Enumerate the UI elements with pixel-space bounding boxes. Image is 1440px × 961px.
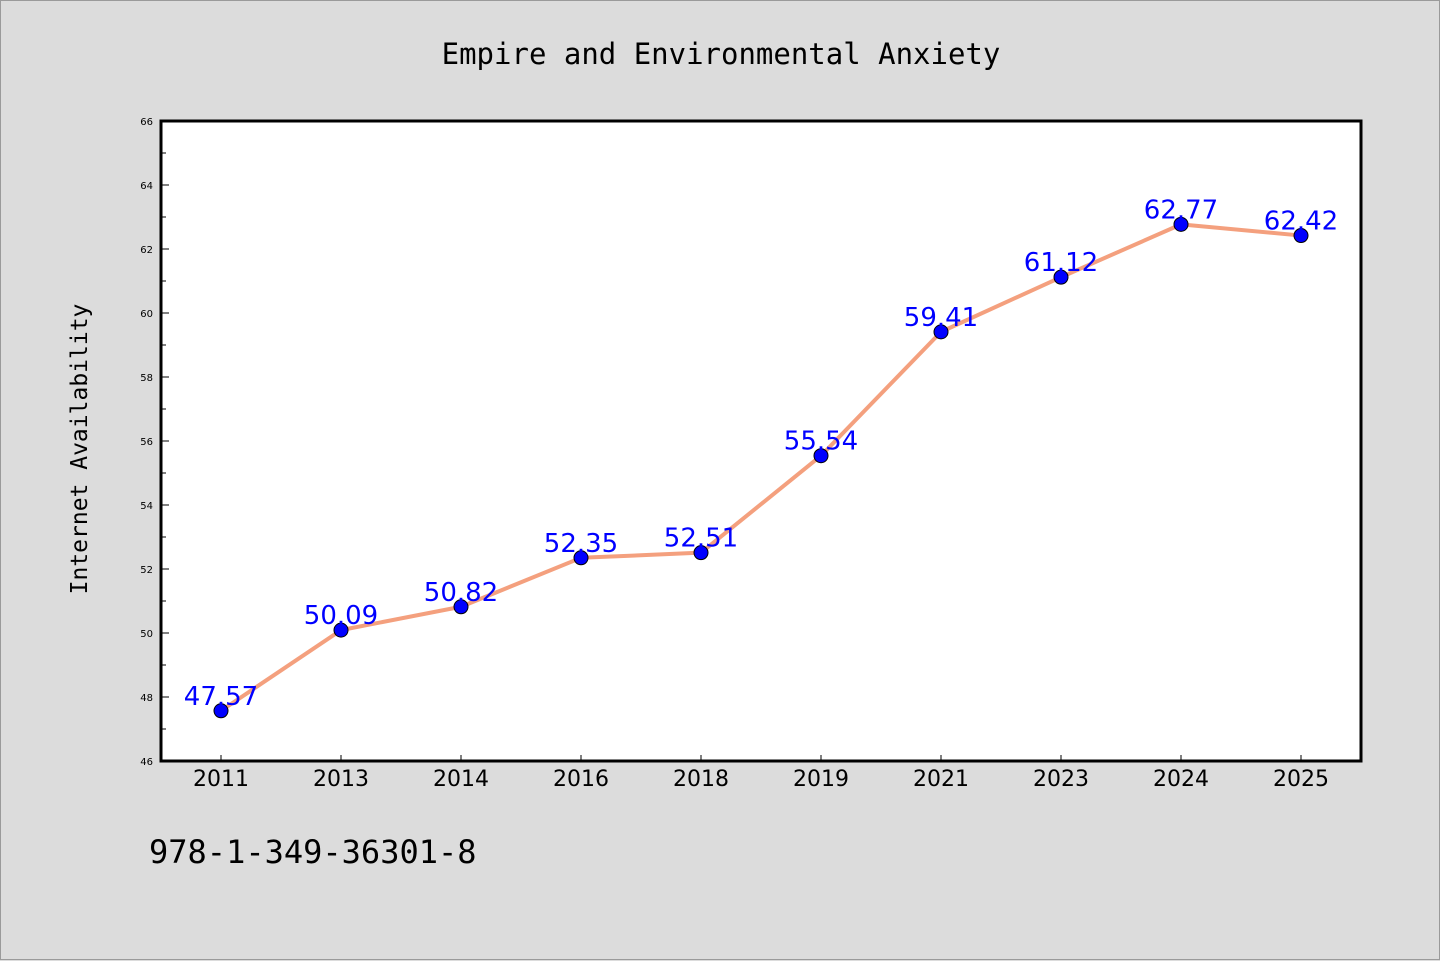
data-label: 47.57 — [184, 682, 258, 712]
y-axis-label: Internet Availability — [67, 304, 93, 595]
data-label: 50.09 — [304, 601, 378, 631]
y-tick-label: 56 — [140, 437, 153, 448]
y-axis: 46 48 50 52 54 56 58 60 62 64 66 — [140, 117, 169, 768]
data-point-marker — [813, 448, 829, 464]
data-point-marker — [1293, 228, 1309, 244]
data-label-layer: 47.57 50.09 50.82 52.35 52.51 55.54 59.41 61.12… — [184, 195, 1338, 711]
y-tick-label: 66 — [140, 117, 153, 128]
data-point-marker — [453, 599, 469, 615]
x-tick-label: 2011 — [193, 767, 249, 792]
data-point-marker — [693, 545, 709, 561]
chart-title: Empire and Environmental Anxiety — [442, 37, 1001, 71]
series-line — [219, 222, 1303, 713]
data-label: 55.54 — [784, 427, 858, 457]
y-tick-label: 48 — [140, 693, 153, 704]
data-point-marker — [213, 703, 229, 719]
data-label: 52.51 — [664, 524, 738, 554]
y-tick-label: 58 — [140, 373, 153, 384]
x-tick-label: 2021 — [913, 767, 969, 792]
x-tick-label: 2013 — [313, 767, 369, 792]
data-label: 52.35 — [544, 529, 618, 559]
x-axis: 2011 2013 2014 2016 2018 2019 2021 2023 2024 2025 — [193, 755, 1329, 792]
x-tick-label: 2024 — [1153, 767, 1209, 792]
data-label: 62.77 — [1144, 195, 1218, 225]
y-tick-label: 52 — [140, 565, 153, 576]
y-tick-label: 60 — [140, 309, 153, 320]
footer-code: 978-1-349-36301-8 — [149, 833, 477, 871]
y-tick-label: 62 — [140, 245, 153, 256]
y-tick-label: 64 — [140, 181, 153, 192]
data-label: 62.42 — [1264, 207, 1338, 237]
x-tick-label: 2023 — [1033, 767, 1089, 792]
x-tick-label: 2018 — [673, 767, 729, 792]
data-label: 59.41 — [904, 303, 978, 333]
plot-area — [159, 119, 1363, 763]
data-point-marker — [1173, 216, 1189, 232]
data-point-marker — [333, 622, 349, 638]
series-line-layer — [213, 216, 1309, 719]
data-label: 50.82 — [424, 578, 498, 608]
y-tick-label: 46 — [140, 757, 153, 768]
data-point-marker — [933, 324, 949, 340]
data-label: 61.12 — [1024, 248, 1098, 278]
x-tick-label: 2025 — [1273, 767, 1329, 792]
x-tick-label: 2014 — [433, 767, 489, 792]
y-tick-label: 54 — [140, 501, 153, 512]
data-point-marker — [1053, 269, 1069, 285]
data-point-marker — [573, 550, 589, 566]
y-tick-label: 50 — [140, 629, 153, 640]
x-tick-label: 2016 — [553, 767, 609, 792]
x-tick-label: 2019 — [793, 767, 849, 792]
